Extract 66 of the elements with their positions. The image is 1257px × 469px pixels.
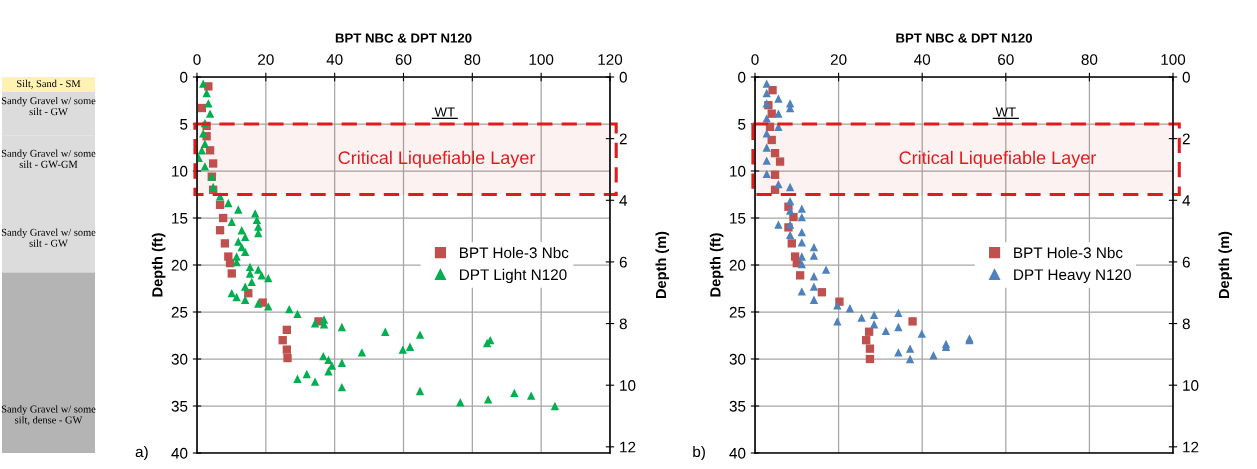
y2-tick-label: 12 — [1183, 441, 1199, 453]
y2-tick-label: 10 — [1183, 380, 1199, 391]
legend-label: DPT Heavy N120 — [1014, 269, 1131, 284]
text: a) — [135, 445, 148, 461]
y-tick-label: 15 — [172, 213, 188, 224]
y2-tick-label: 4 — [1182, 195, 1191, 206]
y-tick-label: 25 — [729, 306, 746, 318]
y2-tick-label: 12 — [620, 441, 636, 453]
y-tick-label: 35 — [729, 400, 746, 412]
x-tick-label: 80 — [464, 54, 481, 65]
x-tick-label: 60 — [998, 54, 1014, 65]
y2-tick-label: 6 — [619, 256, 627, 268]
y-tick-label: 15 — [730, 213, 746, 224]
text: Sandy Gravel w/ some silt - GW — [1, 96, 96, 116]
y-tick-label: 30 — [729, 353, 746, 365]
y-tick-label: 0 — [180, 71, 188, 83]
y2-tick-label: 8 — [619, 318, 627, 330]
x-tick-label: 40 — [914, 54, 931, 65]
x-tick-label: 0 — [751, 54, 759, 65]
y-tick-label: 25 — [171, 306, 188, 318]
x-tick-label: 100 — [529, 54, 554, 65]
legend-label: DPT Light N120 — [460, 268, 567, 284]
text: Silt, Sand - SM — [17, 79, 81, 89]
annotation: WT — [995, 107, 1016, 117]
text: b) — [693, 445, 705, 461]
y2-tick-label: 4 — [619, 195, 628, 206]
y-tick-label: 40 — [171, 447, 188, 459]
y-tick-label: 30 — [171, 353, 188, 365]
y2-tick-label: 0 — [1182, 71, 1190, 83]
x-axis-title: BPT NBC & DPT N120 — [896, 33, 1033, 43]
y2-tick-label: 0 — [619, 71, 627, 83]
x-tick-label: 100 — [1161, 54, 1186, 65]
y2-tick-label: 6 — [1182, 256, 1190, 268]
band-label: Critical Liquefiable Layer — [899, 150, 1096, 168]
x-tick-label: 20 — [258, 54, 274, 65]
legend-label: BPT Hole-3 Nbc — [1014, 246, 1123, 259]
x-tick-label: 80 — [1081, 54, 1098, 65]
text: Sandy Gravel w/ some silt, dense - GW — [1, 405, 96, 425]
y-tick-label: 20 — [729, 259, 746, 271]
y-tick-label: 0 — [738, 71, 746, 83]
x-tick-label: 20 — [830, 54, 847, 65]
x-tick-label: 0 — [193, 54, 201, 65]
y2-axis-title: Depth (m) — [655, 231, 670, 299]
x-tick-label: 40 — [326, 54, 343, 65]
y2-tick-label: 2 — [1182, 133, 1190, 145]
y-tick-label: 5 — [180, 119, 188, 130]
y-axis-title: Depth (ft) — [709, 233, 724, 297]
y-tick-label: 20 — [171, 259, 188, 271]
text: Sandy Gravel w/ some silt - GW — [1, 228, 96, 247]
y-tick-label: 40 — [729, 447, 746, 459]
band-label: Critical Liquefiable Layer — [338, 150, 536, 168]
y-tick-label: 5 — [738, 119, 746, 130]
legend-label: BPT Hole-3 Nbc — [460, 246, 569, 259]
y-tick-label: 35 — [171, 400, 188, 412]
y-tick-label: 10 — [172, 165, 188, 177]
y-axis-title: Depth (ft) — [151, 233, 166, 297]
y2-tick-label: 2 — [619, 133, 627, 145]
x-axis-title: BPT NBC & DPT N120 — [335, 33, 472, 43]
y-tick-label: 10 — [730, 165, 746, 177]
y2-tick-label: 8 — [1182, 318, 1190, 330]
x-tick-label: 60 — [395, 54, 412, 65]
x-tick-label: 120 — [598, 54, 623, 65]
y2-tick-label: 10 — [620, 380, 636, 391]
y2-axis-title: Depth (m) — [1218, 231, 1233, 299]
text: Sandy Gravel w/ some silt - GW-GM — [1, 149, 96, 168]
annotation: WT — [434, 107, 455, 117]
